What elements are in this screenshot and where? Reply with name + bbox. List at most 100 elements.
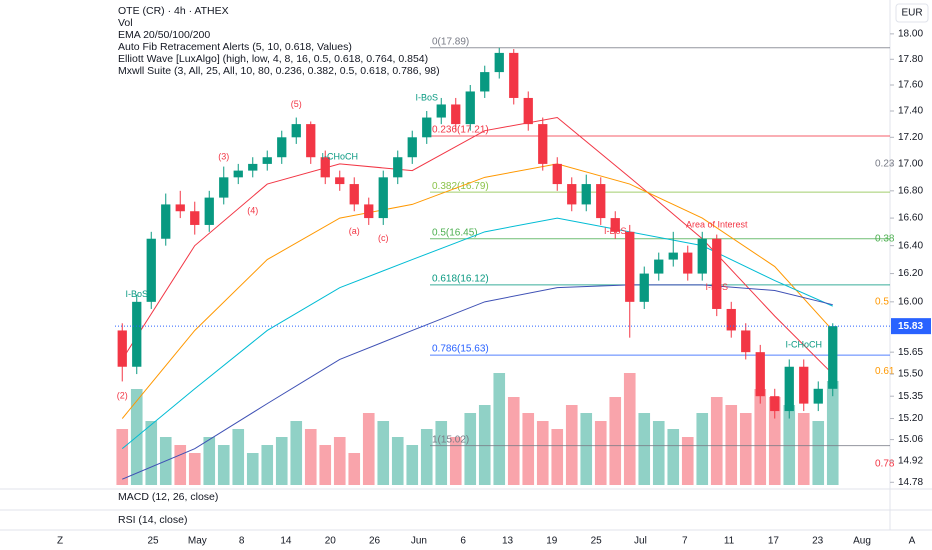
last-price-label: 15.83 — [898, 321, 923, 332]
annotation: I-BoS — [705, 282, 728, 292]
volume-bar — [812, 421, 825, 485]
toolbar-button[interactable]: Z — [57, 536, 63, 547]
candle-body — [204, 197, 214, 225]
volume-bar — [783, 405, 796, 485]
volume-bar — [188, 453, 201, 485]
candle-body — [799, 366, 809, 404]
volume-bar — [232, 429, 245, 485]
candle-body — [683, 252, 693, 274]
x-tick-label: 6 — [460, 536, 466, 547]
y-tick-label: 15.20 — [898, 413, 923, 424]
ema-line — [121, 163, 834, 419]
annotation: I-BoS — [415, 92, 438, 102]
right-fib-label: 0.23 — [875, 159, 895, 170]
legend-line: Elliott Wave [LuxAlgo] (high, low, 4, 8,… — [118, 53, 428, 65]
volume-bar — [348, 453, 361, 485]
volume-bar — [797, 413, 810, 485]
volume-bar — [449, 437, 462, 485]
y-tick-label: 16.40 — [898, 240, 923, 251]
toolbar-button[interactable]: A — [909, 536, 916, 547]
volume-bar — [826, 381, 839, 485]
volume-bar — [594, 421, 607, 485]
candle-body — [668, 252, 678, 260]
volume-bar — [362, 413, 375, 485]
rsi-label: RSI (14, close) — [118, 514, 187, 526]
legend-line: EMA 20/50/100/200 — [118, 29, 210, 41]
candle-body — [697, 238, 707, 274]
annotation: I-BoS — [604, 226, 627, 236]
volume-bar — [580, 413, 593, 485]
candle-body — [741, 330, 751, 353]
volume-bar — [406, 445, 419, 485]
candle-body — [335, 177, 345, 185]
y-tick-label: 18.00 — [898, 29, 923, 40]
volume-bar — [638, 413, 651, 485]
candle-body — [625, 231, 635, 302]
volume-bar — [304, 429, 317, 485]
currency-box[interactable] — [895, 3, 929, 23]
legend-line: Mxwll Suite (3, All, 25, All, 10, 80, 0.… — [118, 65, 440, 77]
right-fib-label: 0.78 — [875, 459, 895, 470]
annotation: I-BoS — [125, 289, 148, 299]
x-tick-label: 20 — [325, 536, 337, 547]
candle-body — [262, 157, 272, 164]
right-fib-label: 0.61 — [875, 366, 895, 377]
candle-body — [523, 97, 533, 125]
volume-bar — [493, 373, 506, 485]
volume-bar — [435, 421, 448, 485]
candle-body — [175, 204, 185, 212]
volume-bar — [609, 397, 622, 485]
y-tick-label: 16.00 — [898, 296, 923, 307]
candle-body — [813, 388, 823, 404]
y-tick-label: 17.80 — [898, 54, 923, 65]
candle-body — [480, 72, 490, 92]
candle-body — [596, 184, 606, 219]
candle-body — [320, 157, 330, 178]
candle-body — [349, 184, 359, 205]
x-tick-label: 7 — [682, 536, 688, 547]
volume-bar — [420, 429, 433, 485]
volume-bar — [116, 429, 129, 485]
volume-bar — [725, 405, 738, 485]
y-tick-label: 14.92 — [898, 455, 923, 466]
candle-body — [306, 124, 316, 158]
candle-body — [567, 184, 577, 205]
ema-line — [121, 117, 834, 375]
volume-bar — [536, 421, 549, 485]
candle-body — [132, 301, 142, 367]
annotation: (2) — [117, 391, 128, 401]
candle-body — [581, 184, 591, 205]
candle-body — [639, 273, 649, 302]
x-tick-label: Aug — [853, 536, 871, 547]
volume-bar — [754, 389, 767, 485]
chart-title: OTE (CR) · 4h · ATHEX — [118, 5, 229, 17]
candle-body — [393, 157, 403, 178]
candle-body — [465, 91, 475, 125]
candle-body — [494, 52, 504, 73]
candle-body — [161, 204, 171, 239]
y-tick-label: 16.60 — [898, 213, 923, 224]
candle-body — [828, 326, 838, 389]
ema-line — [122, 284, 833, 480]
fib-label: 0.5(16.45) — [432, 227, 478, 238]
volume-bar — [551, 429, 564, 485]
macd-label: MACD (12, 26, close) — [118, 491, 218, 503]
volume-bar — [478, 405, 491, 485]
fib-label: 0(17.89) — [432, 36, 469, 47]
annotation: (4) — [247, 206, 258, 216]
annotation: (c) — [378, 233, 389, 243]
volume-bar — [174, 445, 187, 485]
candle-body — [538, 124, 548, 164]
candle-body — [436, 104, 446, 118]
volume-bar — [565, 405, 578, 485]
y-tick-label: 15.35 — [898, 391, 923, 402]
x-tick-label: 13 — [502, 536, 514, 547]
y-tick-label: 15.06 — [898, 434, 923, 445]
volume-bar — [145, 421, 158, 485]
volume-bar — [275, 437, 288, 485]
volume-bar — [391, 437, 404, 485]
candle-body — [233, 170, 243, 178]
x-tick-label: Jun — [411, 536, 427, 547]
candle-body — [770, 396, 780, 412]
